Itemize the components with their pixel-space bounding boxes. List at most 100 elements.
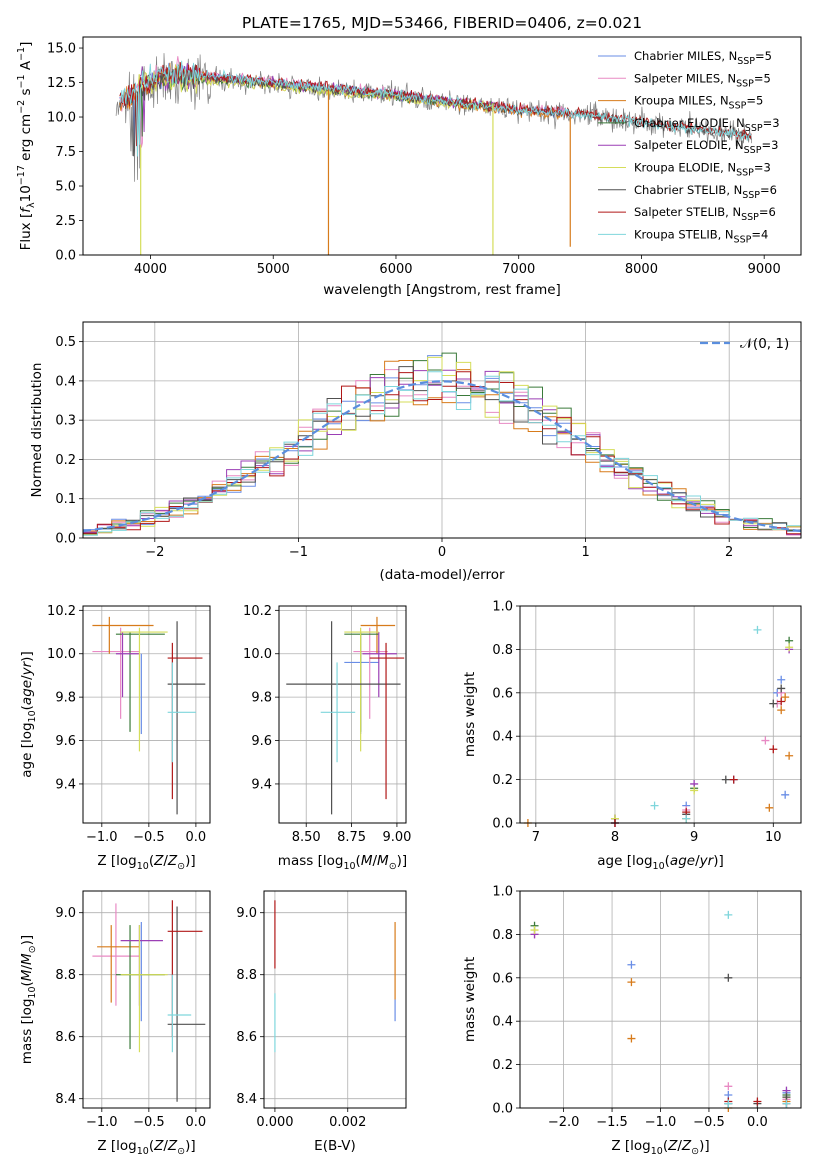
panel7-ytick-label: 0.2 (492, 1058, 513, 1073)
hist-ytick-label: 0.2 (55, 453, 76, 468)
panel6-ytick-label: 8.6 (55, 1030, 76, 1045)
spectrum-title: PLATE=1765, MJD=53466, FIBERID=0406, z=0… (242, 14, 642, 32)
panel6-xtick-label: 0.0 (186, 1115, 207, 1130)
spectrum-ylabel: Flux [fλ10−17 erg cm−2 s−1 A−1] (16, 42, 37, 251)
panel6-xlabel: Z [log10(Z/Z⊙)] (97, 1138, 195, 1157)
mass-weight-line (655, 630, 758, 819)
panel4-ytick-label: 9.8 (251, 691, 272, 706)
panel6-xtick-label: −1.0 (86, 1115, 118, 1130)
spectrum-ytick-label: 12.5 (47, 76, 76, 91)
hist-xtick-label: −1 (289, 545, 308, 560)
mass-weight-line (615, 680, 785, 823)
panel7-ytick-label: 0.4 (492, 1015, 513, 1030)
mass-weight-marker (777, 706, 786, 715)
panel6-ytick-label: 9.0 (55, 906, 76, 921)
mass-weight-marker (769, 745, 778, 754)
mass-weight-marker (724, 1082, 733, 1091)
panel7-ytick-label: 0.8 (492, 928, 513, 943)
panel7-xlabel: Z [log10(Z/Z⊙)] (611, 1138, 709, 1157)
mass-weight-marker (724, 973, 733, 982)
legend-label: Chabrier MILES, NSSP=5 (634, 49, 772, 67)
panel6-axes-frame (82, 890, 211, 1109)
mass-weight-marker (769, 699, 778, 708)
panel6-ytick-label: 8.8 (55, 968, 76, 983)
hist-ytick-label: 0.5 (55, 335, 76, 350)
mass-weight-marker (627, 978, 636, 987)
panel7-xlabel: E(B-V) (314, 1138, 356, 1154)
panel7-xtick-label: 0.002 (329, 1115, 366, 1130)
panel7-xtick-label: 0.0 (747, 1115, 768, 1130)
spectrum-ytick-label: 5.0 (55, 180, 76, 195)
mass-weight-line (615, 647, 789, 819)
mass-weight-marker (753, 625, 762, 634)
hist-ytick-label: 0.3 (55, 414, 76, 429)
spectrum-xtick-label: 4000 (134, 262, 167, 277)
panel4-xtick-label: 10 (765, 830, 782, 845)
mass-weight-marker (690, 786, 699, 795)
spectrum-ytick-label: 0.0 (55, 249, 76, 264)
histogram-ylabel: Normed distribution (29, 363, 45, 498)
mass-weight-line (528, 697, 789, 823)
histogram-xlabel: (data-model)/error (379, 567, 505, 583)
panel7-xtick-label: −0.5 (693, 1115, 725, 1130)
panel3-ytick-label: 9.8 (55, 691, 76, 706)
legend-label: Kroupa MILES, NSSP=5 (634, 94, 763, 112)
mass-weight-marker (627, 1034, 636, 1043)
panel3-xtick-label: −1.0 (86, 830, 118, 845)
panel4-ytick-label: 1.0 (492, 600, 513, 615)
panel3-xtick-label: −0.5 (133, 830, 165, 845)
spectrum-ytick-label: 2.5 (55, 214, 76, 229)
mass-weight-marker (530, 926, 539, 935)
hist-ytick-label: 0.4 (55, 374, 76, 389)
panel3-xtick-label: 0.0 (186, 830, 207, 845)
mass-weight-marker (781, 693, 790, 702)
spectrum-xtick-label: 7000 (502, 262, 535, 277)
mass-weight-marker (785, 751, 794, 760)
panel3-axes-frame (82, 605, 211, 824)
panel3-ytick-label: 9.6 (55, 734, 76, 749)
mass-weight-marker (729, 775, 738, 784)
hist-ytick-label: 0.1 (55, 492, 76, 507)
spectrum-ytick-label: 10.0 (47, 111, 76, 126)
panel4-xtick-label: 8.50 (292, 830, 321, 845)
spectrum-xlabel: wavelength [Angstrom, rest frame] (323, 282, 561, 298)
panel4-ytick-label: 10.0 (243, 647, 272, 662)
mass-weight-marker (781, 790, 790, 799)
mass-weight-marker (777, 675, 786, 684)
panel3-ytick-label: 10.2 (47, 604, 76, 619)
panel4-xtick-label: 9 (690, 830, 698, 845)
panel4-xtick-label: 8.75 (337, 830, 366, 845)
panel6-ylabel: mass [log10(M/M⊙)] (19, 935, 38, 1064)
panel4-ytick-label: 10.2 (243, 604, 272, 619)
panel4-ytick-label: 0.4 (492, 730, 513, 745)
panel7-xtick-label: 0.000 (256, 1115, 293, 1130)
mass-weight-marker (777, 697, 786, 706)
panel3-ytick-label: 10.0 (47, 647, 76, 662)
mass-weight-marker (721, 775, 730, 784)
mass-weight-marker (785, 643, 794, 652)
panel7-ylabel: mass weight (462, 957, 478, 1042)
panel4-xtick-label: 8 (611, 830, 619, 845)
legend-label: Salpeter ELODIE, NSSP=3 (634, 138, 778, 156)
panel4-xlabel: age [log10(age/yr)] (597, 853, 723, 872)
normal-reference-curve (83, 380, 801, 533)
mass-weight-marker (724, 1099, 733, 1108)
histogram-step (83, 371, 801, 536)
histogram-axes-frame (82, 321, 802, 539)
panel7-xtick-label: −1.0 (645, 1115, 677, 1130)
model-spectrum-line (119, 60, 752, 157)
panel4-ylabel: mass weight (462, 672, 478, 757)
panel4-xtick-label: 9.00 (382, 830, 411, 845)
panel7-xtick-label: −2.0 (548, 1115, 580, 1130)
hist-xtick-label: 0 (438, 545, 446, 560)
panel4-axes-frame (278, 605, 407, 824)
mass-weight-marker (627, 960, 636, 969)
mass-weight-line (615, 649, 789, 818)
spectrum-xtick-label: 5000 (257, 262, 290, 277)
panel7-axes-frame (519, 890, 802, 1109)
mass-weight-marker (777, 684, 786, 693)
panel4-axes-frame (519, 605, 802, 824)
hist-xtick-label: 2 (725, 545, 733, 560)
